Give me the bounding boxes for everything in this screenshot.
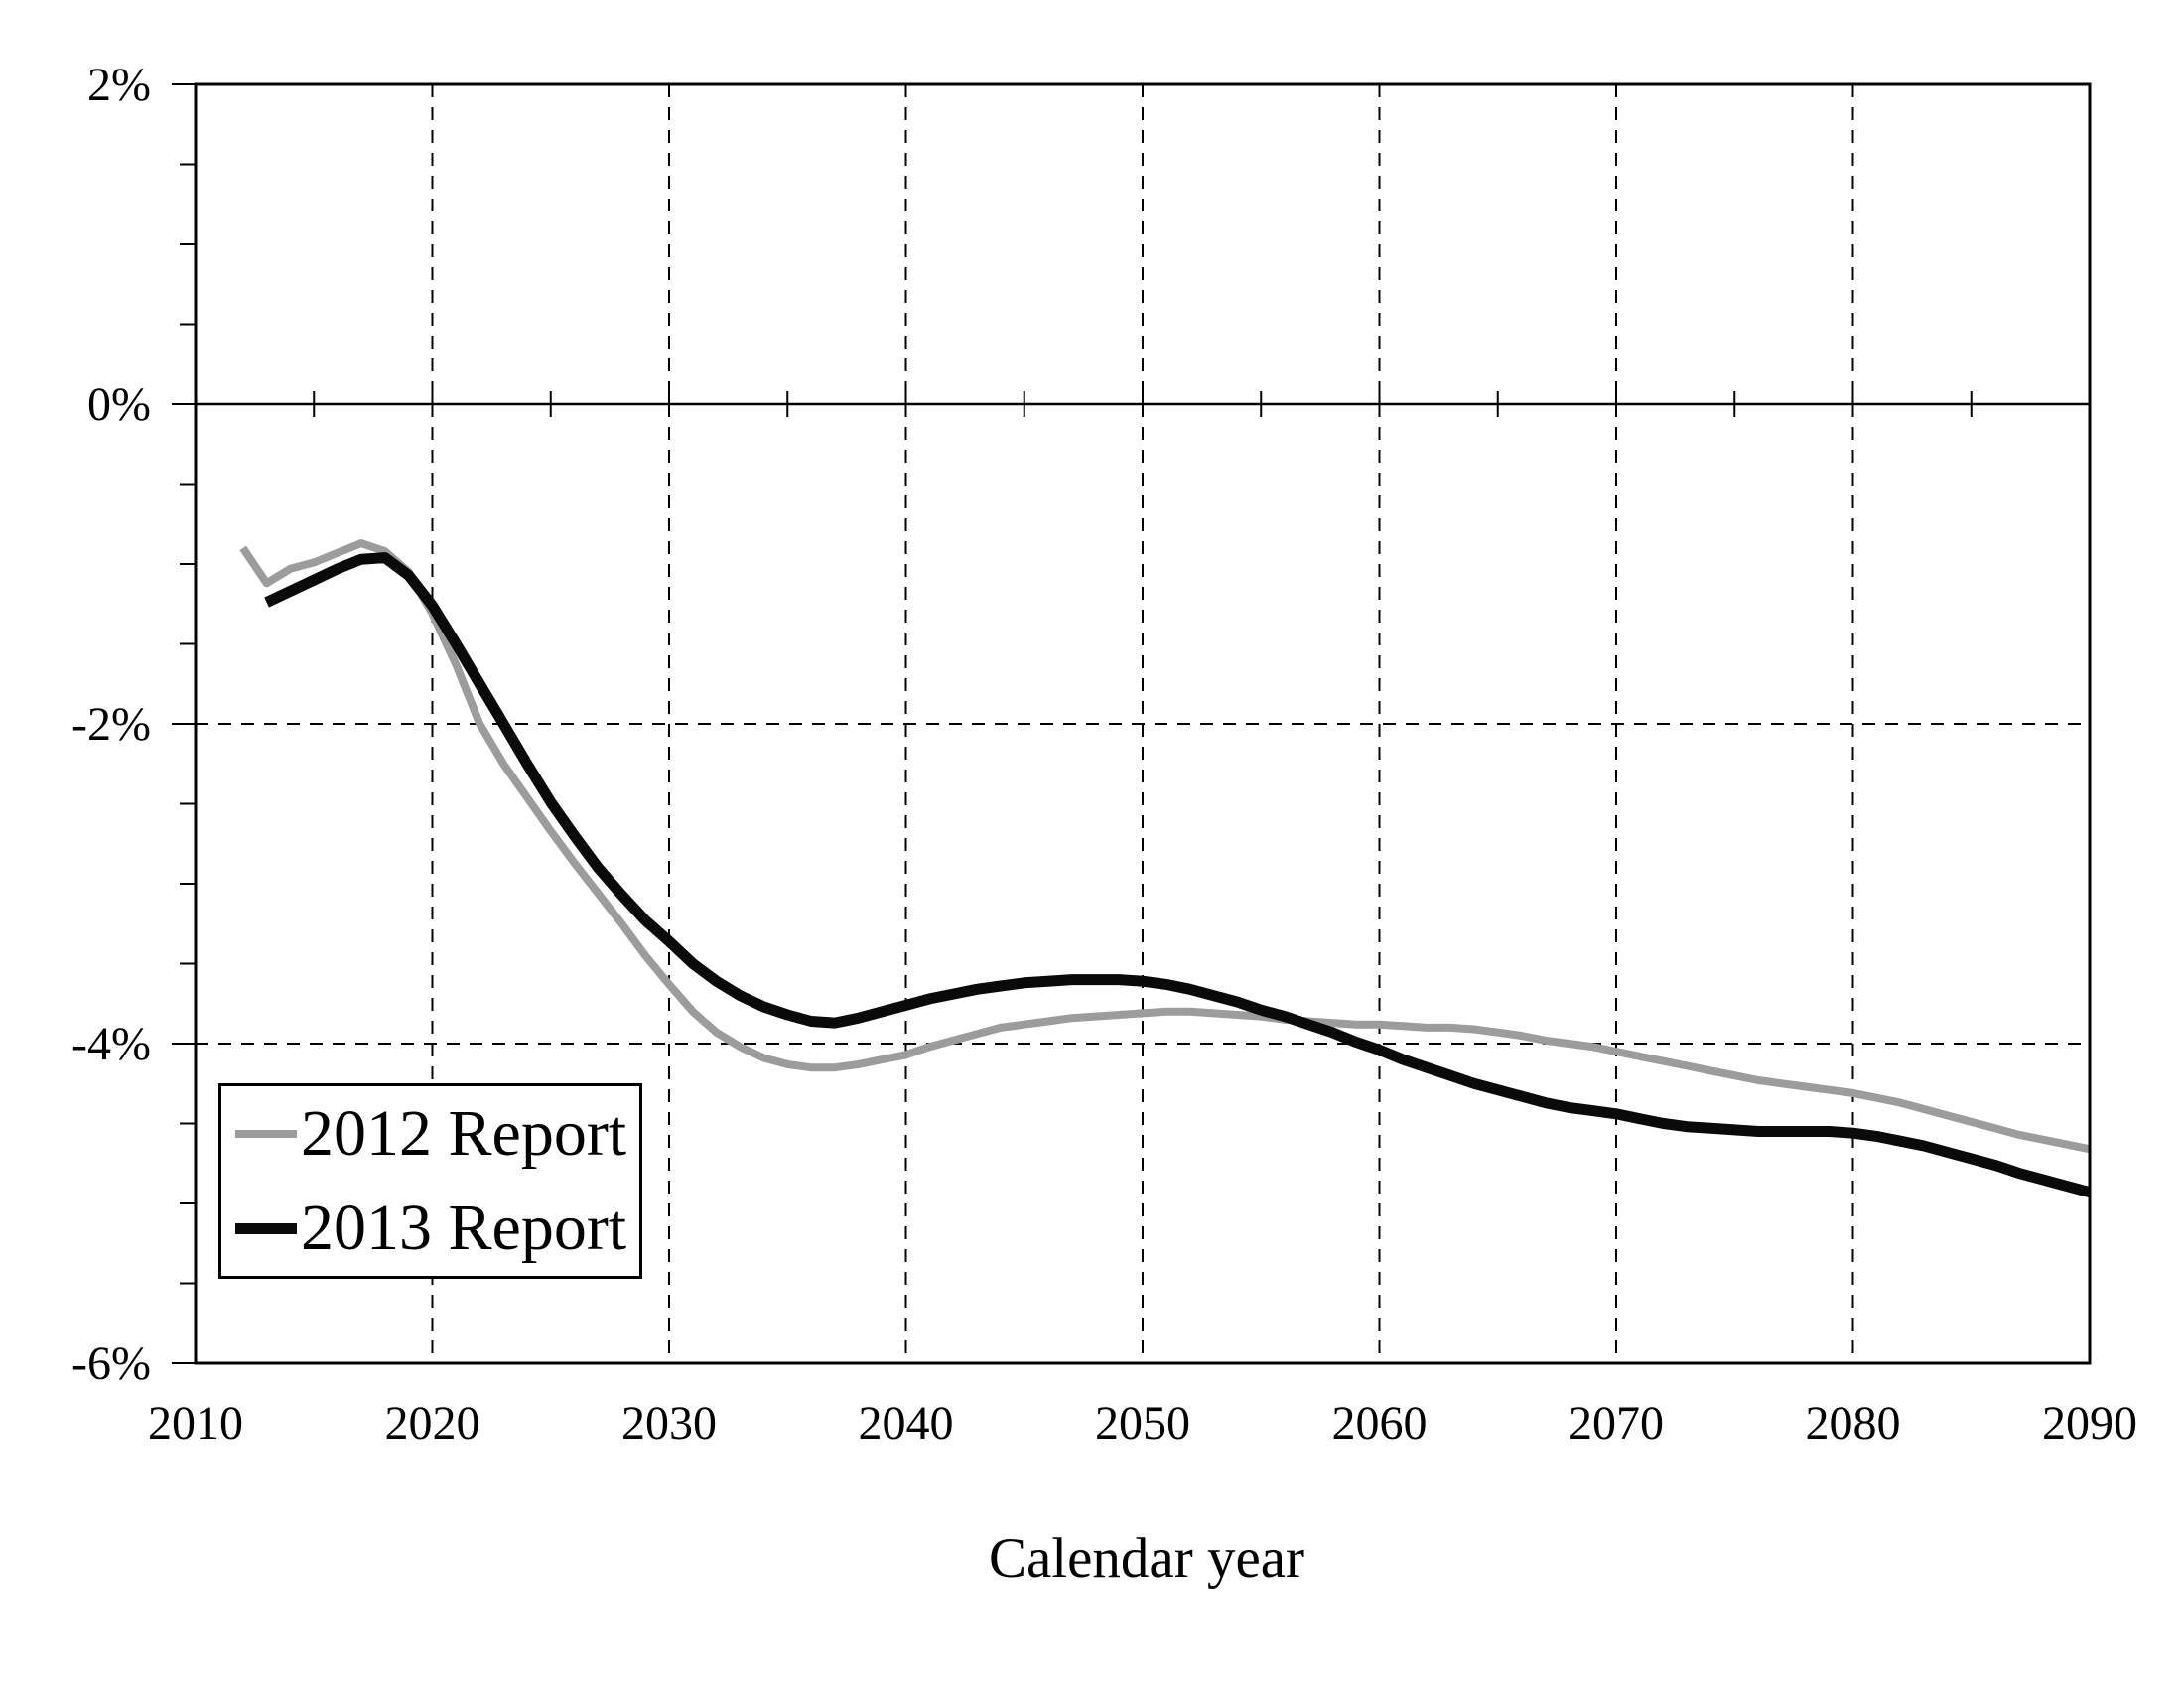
x-tick-label-2040: 2040 (859, 1397, 954, 1450)
x-axis-title: Calendar year (988, 1527, 1305, 1590)
x-tick-label-2080: 2080 (1806, 1397, 1901, 1450)
x-tick-label-2090: 2090 (2042, 1397, 2137, 1450)
series-line-2013-report (264, 552, 2092, 1198)
x-tick-label-2030: 2030 (621, 1397, 717, 1450)
plot-border (194, 82, 2092, 1365)
legend-item-2013-report: 2013 Report (221, 1182, 639, 1277)
x-tick-label-2060: 2060 (1332, 1397, 1428, 1450)
y-tick-label--6%: -6% (71, 1337, 151, 1390)
legend-label-2013-report: 2013 Report (301, 1192, 627, 1265)
legend: 2012 Report 2013 Report (218, 1083, 642, 1279)
legend-swatch-2012-report (235, 1129, 297, 1138)
legend-label-2012-report: 2012 Report (301, 1096, 627, 1170)
x-tick-label-2010: 2010 (148, 1397, 243, 1450)
x-tick-label-2050: 2050 (1095, 1397, 1190, 1450)
x-tick-label-2070: 2070 (1569, 1397, 1664, 1450)
x-tick-label-2020: 2020 (385, 1397, 480, 1450)
series-line-2012-report (239, 539, 2091, 1154)
y-tick-label-0%: 0% (87, 378, 151, 431)
legend-swatch-2013-report (235, 1222, 297, 1234)
y-tick-label--2%: -2% (71, 698, 151, 751)
legend-item-2012-report: 2012 Report (221, 1086, 639, 1182)
y-tick-label--4%: -4% (71, 1018, 151, 1070)
y-tick-label-2%: 2% (87, 59, 151, 111)
